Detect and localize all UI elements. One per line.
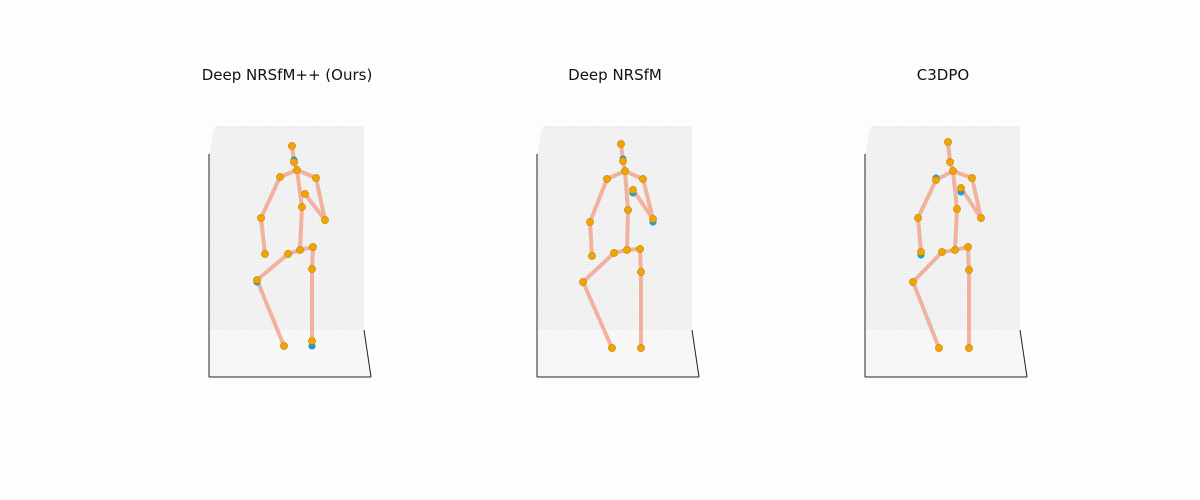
predicted-joint [603,175,610,182]
predicted-joint [965,266,972,273]
back-pane-texture [537,126,692,330]
floor-pane [865,330,1027,377]
panel-c3dpo: C3DPO [743,0,1143,500]
predicted-joint [953,205,960,212]
predicted-joint [321,216,328,223]
predicted-joint [261,250,268,257]
predicted-joint [968,174,975,181]
predicted-joint [914,214,921,221]
predicted-joint [296,246,303,253]
predicted-joint [629,186,636,193]
predicted-joint [637,344,644,351]
predicted-joint [977,214,984,221]
predicted-joint [623,246,630,253]
predicted-joint [301,190,308,197]
predicted-joint [309,243,316,250]
predicted-joint [308,265,315,272]
predicted-joint [586,218,593,225]
bone [590,222,592,256]
predicted-joint [280,342,287,349]
predicted-joint [637,268,644,275]
predicted-joint [312,174,319,181]
bone [627,210,628,250]
predicted-joint [909,278,916,285]
floor-pane [537,330,699,377]
predicted-joint [284,250,291,257]
predicted-joint [257,214,264,221]
predicted-joint [608,344,615,351]
predicted-joint [965,344,972,351]
predicted-joint [610,249,617,256]
bone [955,209,957,250]
floor-pane [209,330,371,377]
predicted-joint [917,248,924,255]
predicted-joint [588,252,595,259]
predicted-joint [579,278,586,285]
predicted-joint [951,246,958,253]
back-pane-texture [209,126,364,330]
predicted-joint [619,157,626,164]
predicted-joint [944,138,951,145]
predicted-joint [636,245,643,252]
predicted-joint [298,203,305,210]
predicted-joint [293,166,300,173]
predicted-joint [964,243,971,250]
predicted-joint [932,176,939,183]
predicted-joint [308,337,315,344]
predicted-joint [253,276,260,283]
predicted-joint [649,215,656,222]
predicted-joint [288,142,295,149]
predicted-joint [276,173,283,180]
bone [300,207,302,250]
predicted-joint [949,167,956,174]
skeleton-plot [743,0,1143,500]
predicted-joint [639,175,646,182]
predicted-joint [957,184,964,191]
predicted-joint [621,167,628,174]
predicted-joint [290,158,297,165]
predicted-joint [946,158,953,165]
predicted-joint [624,206,631,213]
predicted-joint [935,344,942,351]
predicted-joint [938,248,945,255]
predicted-joint [617,140,624,147]
back-pane-texture [865,126,1020,330]
